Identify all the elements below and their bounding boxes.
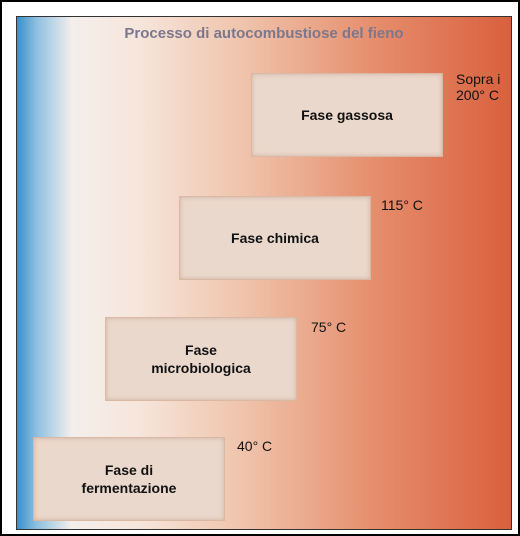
stage-box: Fase di fermentazione — [33, 437, 225, 521]
temperature-text: 40° C — [237, 438, 273, 454]
stage-label: microbiologica — [151, 360, 251, 376]
stage-label: Fase — [185, 342, 217, 358]
diagram: Processo di autocombustiose del fieno Fa… — [16, 16, 512, 530]
stage-box: Fase chimica — [179, 196, 371, 280]
stage-box: Fase microbiologica — [105, 317, 297, 401]
stage-box: Fase gassosa — [251, 73, 443, 157]
stage-label: Fase di — [104, 462, 154, 478]
stage-label: fermentazione — [81, 480, 177, 496]
temperature-text: 75° C — [311, 319, 347, 335]
stage-temperature: Sopra i 200° C — [456, 71, 500, 103]
temperature-text: 115° C — [381, 197, 423, 213]
temperature-text: Sopra i — [456, 71, 501, 87]
stage-label: Fase gassosa — [301, 107, 393, 123]
stage-temperature: 75° C — [311, 319, 346, 335]
stage-temperature: 40° C — [237, 438, 272, 454]
temperature-text: 200° C — [456, 87, 499, 103]
title: Processo di autocombustiose del fieno — [124, 25, 404, 42]
stage-label: Fase chimica — [231, 230, 319, 246]
stage-temperature: 115° C — [381, 197, 423, 213]
